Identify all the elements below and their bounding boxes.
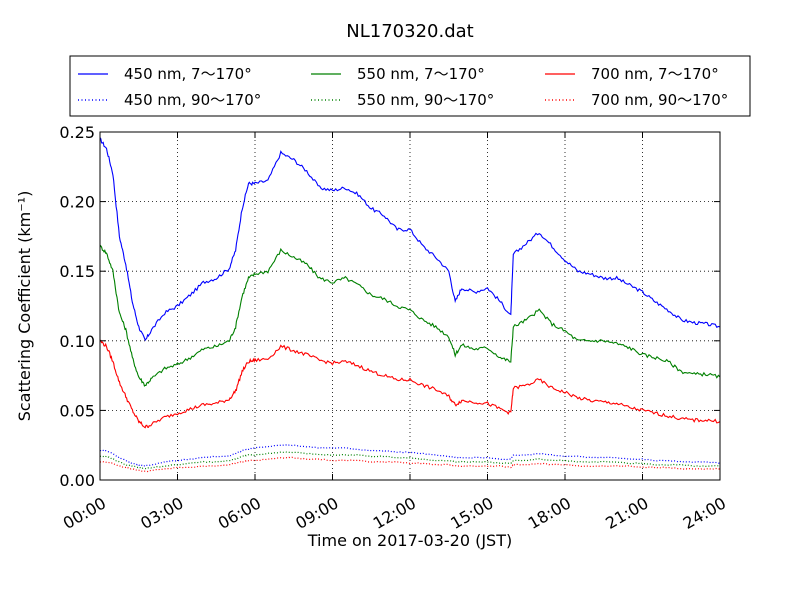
series-line-1 — [99, 244, 721, 387]
legend-label-3: 450 nm, 90～170° — [124, 91, 261, 109]
legend-label-2: 700 nm, 7～170° — [591, 65, 719, 83]
x-tick-label: 24:00 — [680, 493, 729, 533]
series-line-2 — [99, 339, 721, 429]
y-tick-label: 0.10 — [59, 332, 95, 351]
x-tick-labels: 00:00 03:00 06:00 09:00 12:00 15:00 18:00 21:00… — [60, 493, 729, 533]
series-line-5 — [99, 456, 721, 473]
series-line-0 — [99, 137, 721, 342]
x-tick-label: 00:00 — [60, 493, 109, 533]
legend: 450 nm, 7～170° 550 nm, 7～170° 700 nm, 7～17… — [69, 55, 751, 117]
x-tick-label: 06:00 — [215, 493, 264, 533]
series-line-4 — [99, 451, 721, 470]
y-tick-label: 0.15 — [59, 262, 95, 281]
legend-label-4: 550 nm, 90～170° — [357, 91, 494, 109]
y-tick-labels: 0.00 0.05 0.10 0.15 0.20 0.25 — [59, 123, 95, 490]
plot-series — [99, 137, 721, 473]
legend-label-0: 450 nm, 7～170° — [124, 65, 252, 83]
x-tick-label: 18:00 — [525, 493, 574, 533]
grid-lines — [100, 132, 720, 480]
x-tick-label: 09:00 — [292, 493, 341, 533]
chart-title: NL170320.dat — [346, 21, 473, 42]
x-tick-label: 21:00 — [602, 493, 651, 533]
x-axis-label: Time on 2017-03-20 (JST) — [307, 531, 512, 550]
axis-ticks — [99, 131, 721, 481]
x-tick-label: 12:00 — [370, 493, 419, 533]
y-tick-label: 0.25 — [59, 123, 95, 142]
y-tick-label: 0.00 — [59, 471, 95, 490]
y-axis-label: Scattering Coefficient (km⁻¹) — [15, 191, 34, 422]
x-tick-label: 15:00 — [447, 493, 496, 533]
y-tick-label: 0.20 — [59, 193, 95, 212]
x-tick-label: 03:00 — [137, 493, 186, 533]
legend-label-1: 550 nm, 7～170° — [357, 65, 485, 83]
y-tick-label: 0.05 — [59, 401, 95, 420]
legend-box — [69, 55, 751, 117]
legend-label-5: 700 nm, 90～170° — [591, 91, 728, 109]
